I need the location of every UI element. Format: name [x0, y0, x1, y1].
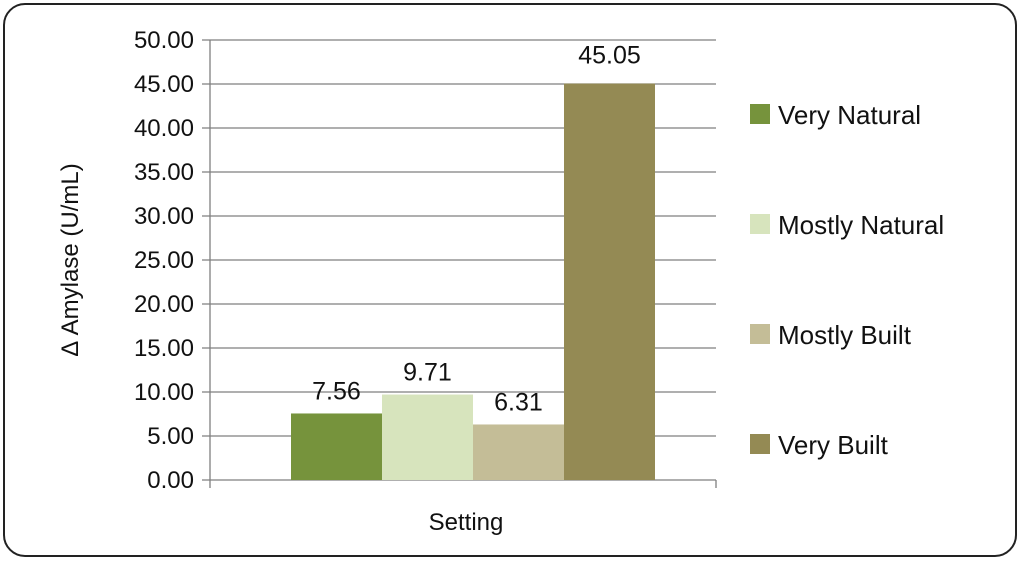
y-tick-label: 30.00 — [134, 203, 194, 230]
legend-swatch — [750, 324, 770, 344]
y-tick-label: 15.00 — [134, 335, 194, 362]
x-axis-title: Setting — [429, 509, 504, 536]
legend: Very Natural Mostly Natural Mostly Built Ve… — [750, 100, 944, 460]
legend-label: Very Natural — [778, 100, 921, 130]
y-tick-label: 5.00 — [147, 423, 194, 450]
y-tick-label: 20.00 — [134, 291, 194, 318]
y-tick-label: 0.00 — [147, 467, 194, 494]
y-tick-label: 35.00 — [134, 159, 194, 186]
bar — [564, 83, 655, 480]
bars — [291, 83, 655, 480]
y-tick-label: 25.00 — [134, 247, 194, 274]
bar — [382, 394, 473, 480]
y-tick-label: 40.00 — [134, 115, 194, 142]
data-label: 9.71 — [403, 359, 452, 387]
y-tick-label: 50.00 — [134, 27, 194, 54]
data-label: 45.05 — [578, 42, 641, 70]
legend-swatch — [750, 434, 770, 454]
data-label: 7.56 — [312, 377, 361, 405]
bar — [291, 413, 382, 480]
legend-swatch — [750, 214, 770, 234]
data-labels: 7.56 9.71 6.31 45.05 — [312, 42, 641, 417]
bar — [473, 424, 564, 480]
y-axis-title: Δ Amylase (U/mL) — [57, 163, 84, 356]
legend-label: Mostly Built — [778, 320, 912, 350]
y-tick-label: 45.00 — [134, 71, 194, 98]
legend-label: Mostly Natural — [778, 210, 944, 240]
legend-label: Very Built — [778, 430, 889, 460]
legend-swatch — [750, 104, 770, 124]
y-tick-labels: 0.00 5.00 10.00 15.00 20.00 25.00 30.00 35.00 40… — [134, 27, 194, 494]
y-tick-label: 10.00 — [134, 379, 194, 406]
data-label: 6.31 — [494, 388, 543, 416]
